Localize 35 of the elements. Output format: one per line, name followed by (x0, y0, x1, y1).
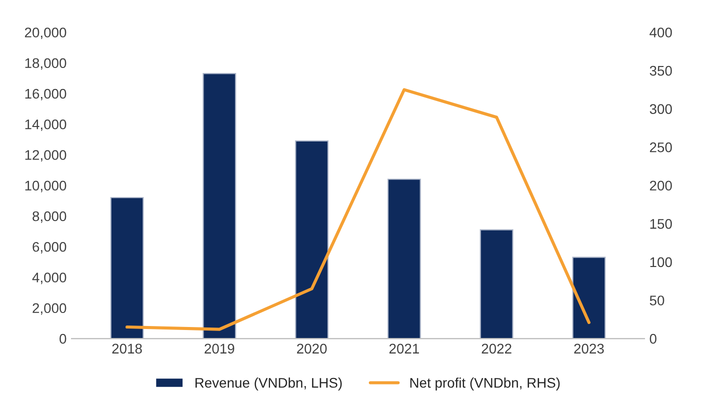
y-tick-label: 14,000 (25, 119, 66, 131)
y-tick-label: 20,000 (24, 28, 66, 40)
bar (295, 140, 329, 339)
y-tick-label: 16,000 (25, 88, 66, 100)
y-tick-label: 0 (60, 334, 66, 344)
x-tick-label: 2022 (482, 344, 512, 354)
bar (572, 256, 606, 339)
y2-tick-label: 50 (650, 296, 664, 306)
x-tick-label: 2018 (112, 344, 142, 354)
x-tick-label: 2020 (297, 344, 327, 354)
y-tick-label: 4,000 (32, 272, 66, 284)
y2-tick-label: 0 (650, 334, 656, 344)
legend-label: Net profit (VNDbn, RHS) (410, 378, 560, 390)
y-tick-label: 2,000 (32, 303, 66, 315)
y2-tick-label: 300 (650, 104, 672, 114)
line-series (126, 88, 590, 331)
y-tick-label: 8,000 (32, 211, 66, 223)
y-tick-label: 6,000 (32, 242, 66, 254)
y2-tick-label: 200 (650, 180, 672, 191)
bar (110, 197, 144, 339)
bar (387, 178, 421, 339)
y2-tick-label: 350 (650, 66, 672, 76)
x-tick-label: 2019 (204, 344, 234, 354)
x-tick-label: 2021 (389, 344, 419, 354)
legend-label: Revenue (VNDbn, LHS) (196, 378, 342, 390)
y2-tick-label: 250 (650, 142, 672, 152)
y2-tick-label: 100 (650, 257, 672, 268)
y-tick-label: 18,000 (25, 58, 66, 70)
bar (202, 73, 236, 339)
y2-tick-label: 400 (650, 28, 672, 38)
bar (480, 229, 514, 339)
y-tick-label: 12,000 (25, 150, 66, 162)
x-tick-label: 2023 (574, 344, 604, 354)
y-tick-label: 10,000 (25, 180, 66, 192)
y2-tick-label: 150 (650, 219, 672, 229)
